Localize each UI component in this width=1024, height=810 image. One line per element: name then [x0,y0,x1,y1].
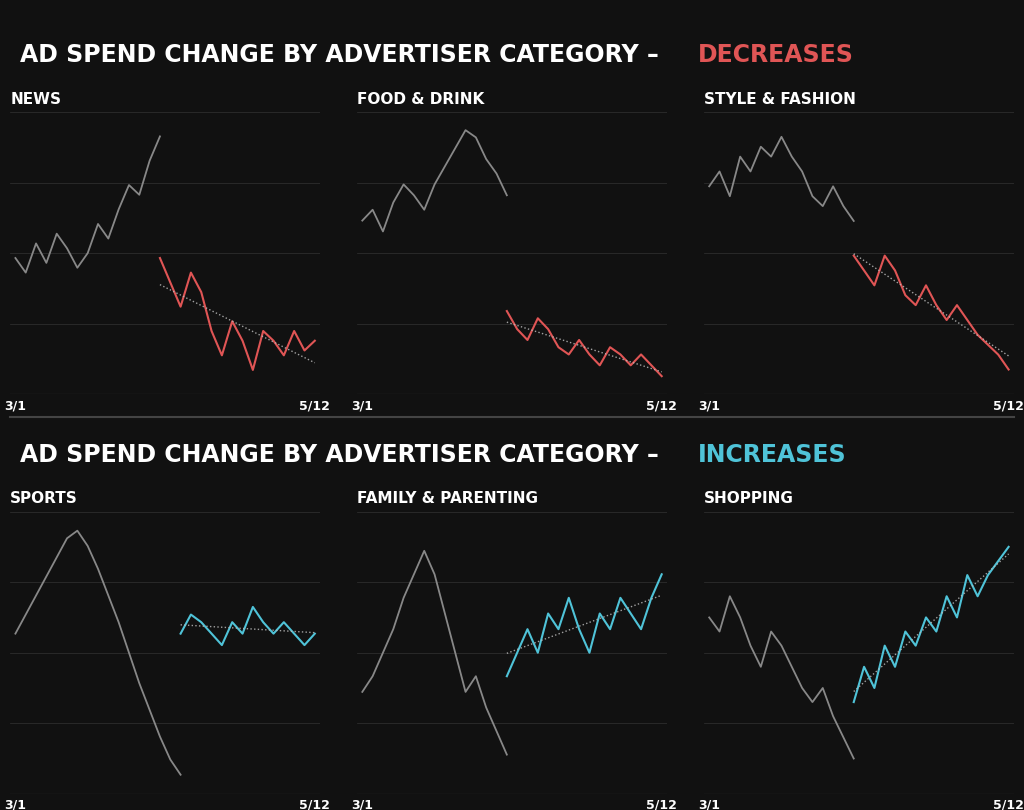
Text: INCREASES: INCREASES [697,443,846,467]
Text: DECREASES: DECREASES [697,43,854,67]
Text: SHOPPING: SHOPPING [705,492,794,506]
Text: FAMILY & PARENTING: FAMILY & PARENTING [357,492,539,506]
Text: SPORTS: SPORTS [10,492,78,506]
Text: AD SPEND CHANGE BY ADVERTISER CATEGORY –: AD SPEND CHANGE BY ADVERTISER CATEGORY – [20,443,668,467]
Text: STYLE & FASHION: STYLE & FASHION [705,92,856,107]
Text: FOOD & DRINK: FOOD & DRINK [357,92,484,107]
Text: AD SPEND CHANGE BY ADVERTISER CATEGORY –: AD SPEND CHANGE BY ADVERTISER CATEGORY – [20,43,668,67]
Text: NEWS: NEWS [10,92,61,107]
